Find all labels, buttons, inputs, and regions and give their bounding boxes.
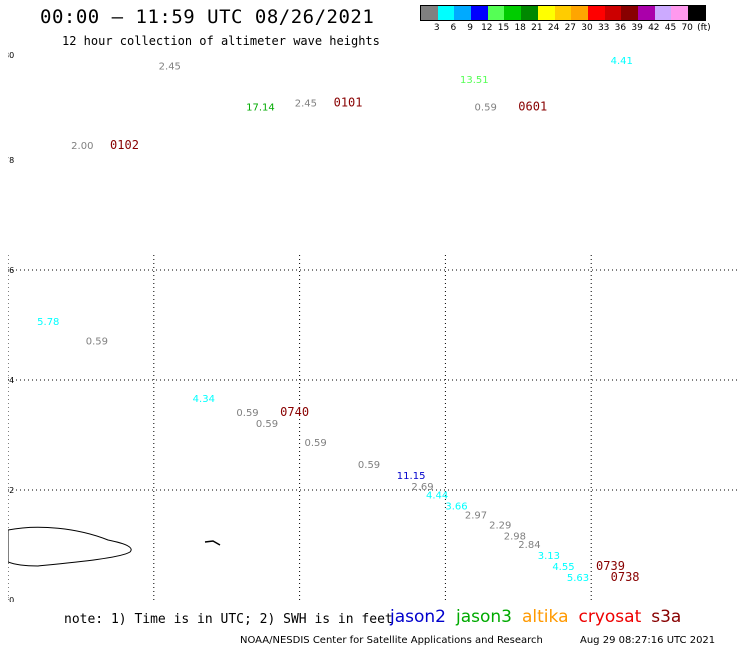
satellite-name: jason3	[456, 607, 512, 627]
wave-height-value: 2.45	[295, 99, 317, 110]
legend-swatch	[604, 6, 622, 20]
lat-tick-label: 74	[8, 376, 14, 385]
legend-label: 39	[631, 23, 643, 33]
wave-height-value: 0.59	[358, 460, 380, 471]
coastline-wrangel-island	[8, 526, 132, 567]
pass-time-label: 0101	[334, 96, 363, 110]
legend-swatch	[554, 6, 572, 20]
satellite-name: s3a	[651, 607, 682, 627]
legend-swatch	[437, 6, 455, 20]
legend-label: 15	[497, 23, 510, 33]
pass-time-label: 0739	[596, 559, 625, 573]
wave-height-value: 2.69	[411, 482, 433, 493]
legend-labels: 3 6 9 12 15 18 21 24 27 30 33 36 39 42 45 70 (ft)	[420, 21, 711, 33]
wave-height-value: 2.29	[489, 521, 511, 532]
pass-time-label: 0740	[280, 405, 309, 419]
legend-label: 70	[681, 23, 693, 33]
legend-swatch	[688, 6, 705, 20]
legend-label: 9	[467, 23, 473, 33]
pass-time-label: 0102	[110, 138, 139, 152]
legend-swatch	[454, 6, 472, 20]
legend-swatch	[504, 6, 522, 20]
legend-label: 42	[648, 23, 660, 33]
wave-height-map: 807876747270-180-177-174-171-168-162.451…	[8, 51, 740, 602]
legend-label: (ft)	[697, 23, 711, 33]
satellite-name: cryosat	[578, 607, 642, 627]
wave-height-value: 17.14	[246, 103, 275, 114]
legend-label: 24	[547, 23, 560, 33]
legend-label: 18	[514, 23, 526, 33]
wave-height-value: 2.45	[159, 61, 181, 72]
wave-height-value: 4.44	[426, 490, 448, 501]
legend-swatches	[420, 5, 706, 21]
legend-swatch	[537, 6, 555, 20]
legend-label: 6	[450, 23, 457, 33]
wave-height-value: 4.55	[552, 562, 574, 573]
wave-height-value: 0.59	[256, 419, 278, 430]
legend-label: 21	[531, 23, 543, 33]
wave-height-value: 2.84	[518, 540, 540, 551]
legend-swatch	[621, 6, 638, 20]
legend-swatch	[571, 6, 588, 20]
wave-height-value: 0.59	[86, 336, 108, 347]
satellite-name: altika	[522, 607, 569, 627]
pass-time-label: 0601	[518, 100, 547, 114]
legend-label: 3	[433, 23, 440, 33]
wave-height-value: 13.51	[460, 75, 489, 86]
wave-height-value: 0.59	[475, 103, 497, 114]
wave-height-value: 0.59	[304, 438, 326, 449]
legend-label: 33	[597, 23, 610, 33]
legend-swatch	[654, 6, 672, 20]
wave-height-value: 4.41	[611, 56, 633, 67]
wave-height-value: 11.15	[397, 471, 426, 482]
legend-swatch	[487, 6, 505, 20]
wave-height-value: 2.00	[71, 141, 93, 152]
legend-label: 45	[664, 23, 677, 33]
legend-swatch	[637, 6, 655, 20]
lat-tick-label: 78	[8, 156, 14, 165]
wave-height-value: 3.66	[445, 501, 467, 512]
lat-tick-label: 72	[8, 486, 14, 495]
pass-time-label: 0738	[611, 570, 640, 584]
color-scale-legend: 3 6 9 12 15 18 21 24 27 30 33 36 39 42 45 70 (ft)	[420, 5, 711, 33]
lat-tick-label: 80	[8, 51, 14, 60]
wave-height-value: 5.78	[37, 317, 59, 328]
wave-height-value: 5.63	[567, 573, 589, 584]
footnote: note: 1) Time is in UTC; 2) SWH is in fe…	[64, 612, 393, 627]
wave-height-value: 4.34	[193, 394, 215, 405]
generated-timestamp: Aug 29 08:27:16 UTC 2021	[580, 635, 716, 646]
wave-height-value: 2.97	[465, 511, 487, 522]
legend-swatch	[587, 6, 605, 20]
legend-label: 30	[581, 23, 593, 33]
lat-tick-label: 70	[8, 596, 14, 602]
satellite-name: jason2	[390, 607, 446, 627]
wave-height-value: 2.98	[504, 532, 526, 543]
legend-swatch	[671, 6, 688, 20]
page-subtitle: 12 hour collection of altimeter wave hei…	[62, 34, 380, 48]
legend-swatch	[471, 6, 488, 20]
satellite-legend: jason2 jason3 altika cryosat s3a	[390, 607, 691, 627]
legend-swatch	[421, 6, 438, 20]
lat-tick-label: 76	[8, 266, 14, 275]
credit-line: NOAA/NESDIS Center for Satellite Applica…	[240, 635, 543, 646]
wave-height-value: 3.13	[538, 551, 560, 562]
legend-swatch	[521, 6, 538, 20]
coastline-herald-island	[204, 540, 221, 546]
legend-label: 27	[564, 23, 577, 33]
legend-label: 36	[614, 23, 627, 33]
legend-label: 12	[481, 23, 493, 33]
wave-height-value: 0.59	[236, 408, 258, 419]
page-title: 00:00 – 11:59 UTC 08/26/2021	[40, 6, 375, 28]
